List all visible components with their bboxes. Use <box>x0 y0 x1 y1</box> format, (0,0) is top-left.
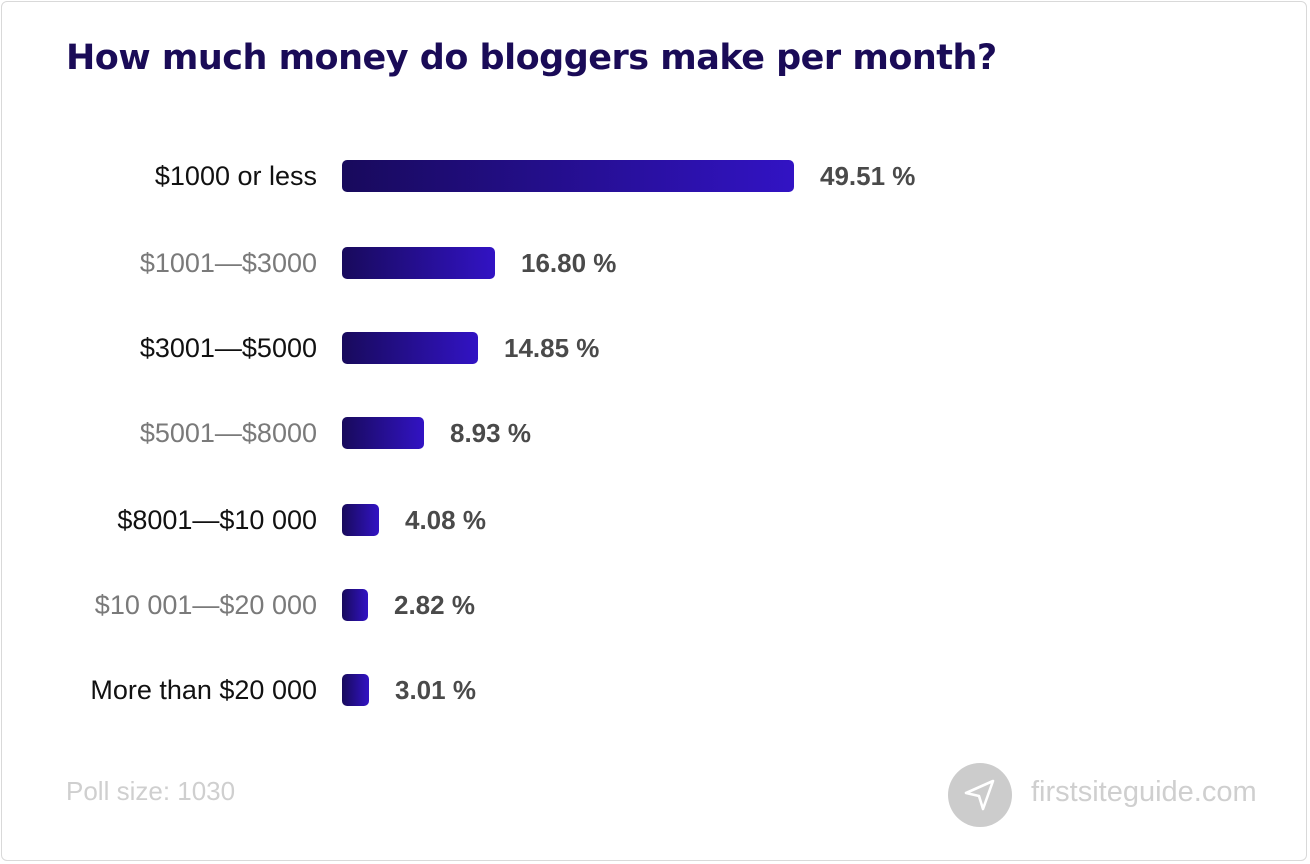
value-label: 49.51 % <box>820 161 916 191</box>
chart-title: How much money do bloggers make per mont… <box>66 38 997 78</box>
value-label: 14.85 % <box>504 333 600 363</box>
bar <box>342 589 368 621</box>
bar <box>342 332 478 364</box>
category-label: $1000 or less <box>154 161 317 191</box>
poll-size: Poll size: 1030 <box>66 776 236 806</box>
category-label: $1001—$3000 <box>139 248 317 278</box>
category-label: $5001—$8000 <box>139 418 317 448</box>
bar-row: $1000 or less 49.51 % <box>2 160 1310 192</box>
bar <box>342 504 379 536</box>
bar <box>342 417 424 449</box>
bar-row: More than $20 000 3.01 % <box>2 674 1310 706</box>
category-label: $10 001—$20 000 <box>94 590 317 620</box>
bar-row: $5001—$8000 8.93 % <box>2 417 1310 449</box>
bar-row: $10 001—$20 000 2.82 % <box>2 589 1310 621</box>
bar <box>342 247 495 279</box>
bar <box>342 160 794 192</box>
brand-link[interactable]: firstsiteguide.com <box>1031 776 1257 808</box>
value-label: 4.08 % <box>405 505 486 535</box>
value-label: 8.93 % <box>450 418 531 448</box>
bar-row: $3001—$5000 14.85 % <box>2 332 1310 364</box>
category-label: $3001—$5000 <box>139 333 317 363</box>
bar-row: $8001—$10 000 4.08 % <box>2 504 1310 536</box>
category-label: More than $20 000 <box>90 675 317 705</box>
value-label: 3.01 % <box>395 675 476 705</box>
category-label: $8001—$10 000 <box>117 505 317 535</box>
value-label: 2.82 % <box>394 590 475 620</box>
bar-row: $1001—$3000 16.80 % <box>2 247 1310 279</box>
value-label: 16.80 % <box>521 248 617 278</box>
paper-plane-icon <box>948 763 1012 827</box>
bar <box>342 674 369 706</box>
